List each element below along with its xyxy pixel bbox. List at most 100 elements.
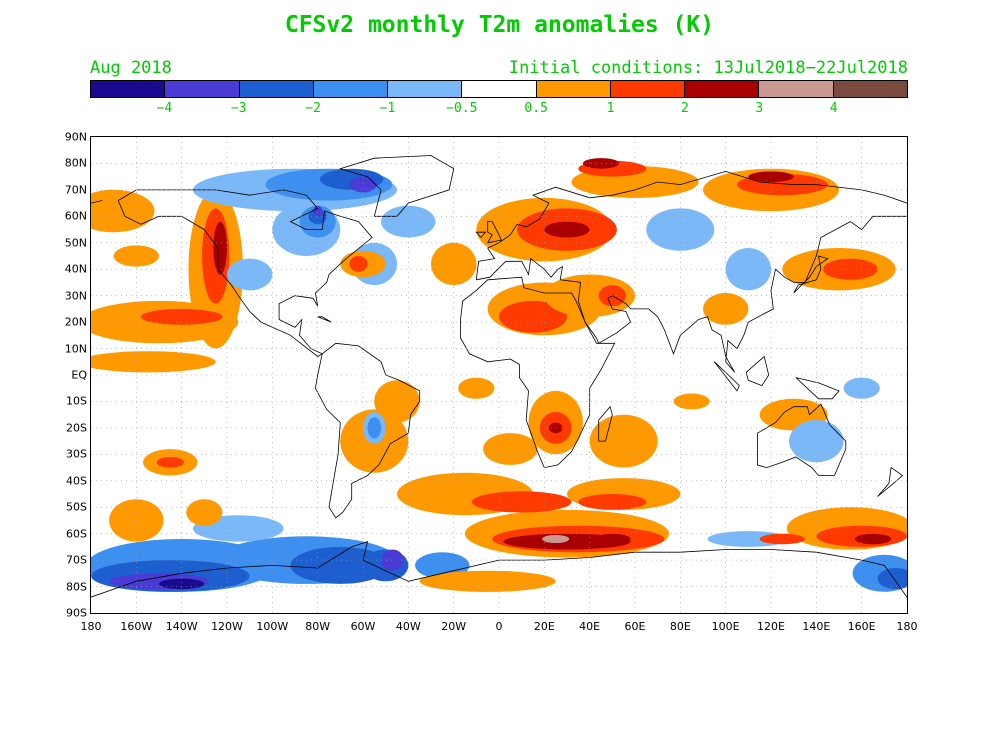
anomaly-region	[140, 308, 223, 325]
longitude-label: 140E	[802, 620, 831, 633]
anomaly-region	[843, 377, 880, 399]
anomaly-region	[594, 533, 631, 545]
anomaly-region	[227, 258, 273, 291]
colorbar-label: −4	[156, 101, 173, 116]
longitude-label: 60W	[350, 620, 376, 633]
longitude-label: 180	[896, 620, 918, 633]
anomaly-region	[156, 457, 184, 468]
coastline	[793, 255, 829, 294]
colorbar-label: 2	[680, 101, 689, 116]
longitude-label: 100W	[256, 620, 289, 633]
anomaly-region	[186, 499, 223, 526]
anomaly-map	[91, 137, 907, 613]
latitude-label: 90S	[66, 606, 87, 620]
coastline	[877, 466, 904, 497]
colorbar-label: −2	[305, 101, 321, 116]
anomaly-region	[725, 248, 771, 291]
colorbar-swatch	[313, 81, 389, 97]
anomaly-region	[578, 494, 647, 510]
anomaly-region	[542, 535, 570, 543]
anomaly-region	[313, 205, 323, 217]
latitude-label: 50S	[66, 500, 87, 514]
anomaly-region	[458, 377, 495, 399]
initial-conditions: Initial conditions: 13Jul2018−22Jul2018	[508, 58, 908, 78]
latitude-label: 40N	[64, 262, 87, 276]
anomaly-region	[544, 221, 590, 238]
colorbar-swatch	[91, 81, 166, 97]
coastline	[117, 189, 373, 357]
anomaly-region	[113, 245, 159, 267]
anomaly-region	[367, 417, 382, 439]
anomaly-region	[703, 293, 749, 325]
coastline	[598, 405, 613, 442]
valid-month: Aug 2018	[90, 58, 172, 78]
coastlines	[91, 155, 907, 598]
anomaly-region	[381, 549, 404, 571]
coastline	[713, 361, 740, 392]
anomaly-region	[548, 422, 563, 434]
colorbar-swatch	[388, 81, 463, 97]
anomaly-region	[159, 578, 205, 590]
coastline	[91, 200, 103, 204]
anomaly-region	[349, 256, 368, 272]
longitude-label: 100E	[711, 620, 740, 633]
latitude-label: 10S	[66, 394, 87, 408]
anomaly-region	[381, 205, 436, 238]
longitude-label: 20W	[441, 620, 467, 633]
colorbar	[90, 80, 908, 98]
longitude-label: 120W	[211, 620, 243, 633]
colorbar-label: 3	[755, 101, 764, 116]
anomaly-region	[109, 499, 164, 542]
coastline	[475, 231, 487, 238]
latitude-label: 30S	[66, 447, 87, 461]
coastline	[757, 403, 847, 476]
anomaly-region	[471, 491, 572, 513]
anomaly-region	[308, 208, 327, 225]
colorbar-label: −3	[230, 101, 247, 116]
coastline	[314, 342, 421, 519]
latitude-label: 20S	[66, 421, 87, 435]
anomaly-region	[431, 242, 477, 286]
colorbar-swatch	[536, 81, 611, 97]
colorbar-swatch	[685, 81, 760, 97]
longitude-label: 0	[495, 620, 503, 633]
colorbar-swatch	[239, 81, 314, 97]
longitude-label: 80E	[669, 620, 691, 633]
longitude-label: 20E	[533, 620, 555, 633]
latitude-label: 10N	[64, 342, 87, 356]
anomaly-region	[646, 208, 715, 251]
colorbar-label: 4	[829, 101, 838, 116]
longitude-label: 140W	[165, 620, 198, 633]
coastline	[795, 377, 840, 400]
colorbar-label: −1	[379, 101, 396, 116]
graticule	[91, 137, 907, 613]
colorbar-label: 0.5	[524, 101, 548, 116]
longitude-label: 160E	[847, 620, 876, 633]
anomaly-region	[290, 546, 391, 584]
map-title: CFSv2 monthly T2m anomalies (K)	[284, 12, 715, 38]
longitude-label: 160W	[120, 620, 153, 633]
coastline	[317, 316, 332, 323]
coastline	[475, 170, 907, 280]
latitude-label: 90N	[64, 130, 87, 144]
colorbar-swatch	[759, 81, 834, 97]
colorbar-label: 1	[606, 101, 615, 116]
latitude-label: 50N	[64, 236, 87, 250]
latitude-label: 70N	[64, 183, 87, 197]
anomaly-region	[349, 176, 377, 193]
longitude-label: 80W	[305, 620, 331, 633]
longitude-label: 40W	[395, 620, 421, 633]
longitude-label: 180	[80, 620, 102, 633]
anomaly-region	[877, 568, 907, 590]
colorbar-swatch	[833, 81, 907, 97]
anomaly-region	[91, 351, 216, 373]
anomaly-region	[748, 171, 794, 182]
latitude-label: 60N	[64, 209, 87, 223]
anomaly-region	[544, 274, 635, 317]
latitude-label: EQ	[71, 368, 87, 382]
colorbar-label: −0.5	[446, 101, 478, 116]
coastline	[338, 155, 455, 217]
latitude-label: 70S	[66, 553, 87, 567]
colorbar-swatch	[165, 81, 240, 97]
longitude-label: 120E	[757, 620, 785, 633]
